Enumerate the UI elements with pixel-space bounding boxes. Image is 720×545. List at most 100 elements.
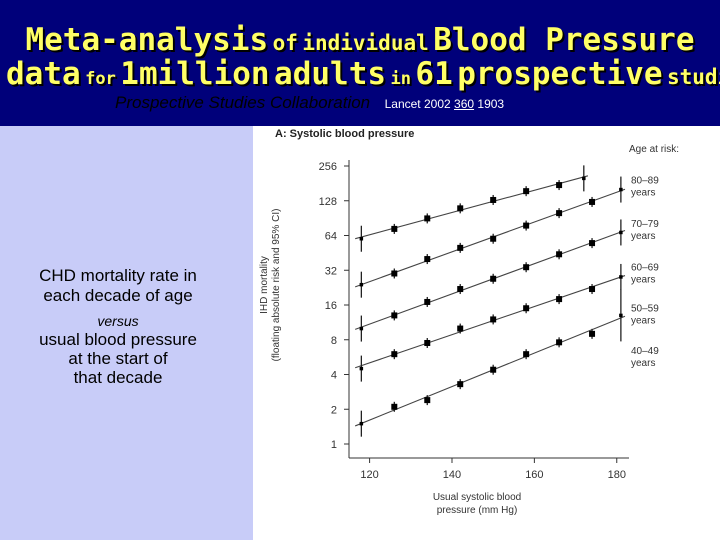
x-axis-label: pressure (mm Hg)	[437, 505, 518, 516]
title-word: studies	[666, 65, 720, 89]
title-word: Meta-analysis	[25, 22, 269, 58]
sidebar-description: CHD mortality rate in each decade of age…	[0, 266, 236, 387]
x-tick-label: 180	[608, 469, 626, 481]
data-point	[457, 325, 464, 332]
data-point	[391, 403, 398, 410]
data-point	[523, 222, 530, 229]
data-point	[359, 282, 364, 287]
title-word: 61	[415, 56, 453, 92]
title-word: data	[6, 56, 81, 92]
data-point	[619, 230, 623, 235]
data-point	[556, 339, 563, 346]
chart-title: A: Systolic blood pressure	[275, 128, 414, 140]
data-point	[424, 339, 431, 346]
title-line-1: Meta-analysis of individual Blood Pressu…	[0, 22, 720, 58]
data-point	[589, 330, 596, 337]
data-point	[391, 351, 398, 358]
series-fit-line	[355, 275, 626, 369]
sidebar-line: at the start of	[68, 349, 168, 368]
legend-label: 80–89	[631, 176, 659, 187]
y-tick-label: 4	[331, 370, 337, 382]
subtitle-row: Prospective Studies Collaboration Lancet…	[115, 93, 504, 113]
chart-area: A: Systolic blood pressure 1 2 4 8 16 32 64 128 2…	[253, 126, 720, 540]
data-point	[490, 366, 497, 373]
data-point	[619, 187, 623, 192]
data-point	[556, 210, 563, 217]
sidebar-line: usual blood pressure	[39, 330, 197, 349]
data-point	[556, 182, 563, 189]
data-point	[424, 298, 431, 305]
legend-unit: years	[631, 316, 655, 327]
data-point	[359, 236, 364, 241]
data-point	[391, 270, 398, 277]
data-point	[490, 316, 497, 323]
title-word: in	[390, 69, 411, 89]
data-point	[359, 421, 364, 426]
data-point	[589, 240, 596, 247]
y-tick-label: 32	[325, 265, 337, 277]
legend-unit: years	[631, 358, 655, 369]
title-word: adults	[274, 56, 387, 92]
data-point	[424, 215, 431, 222]
title-word: of	[272, 31, 298, 55]
data-point	[523, 264, 530, 271]
legend-label: 40–49	[631, 346, 659, 357]
data-point	[556, 251, 563, 258]
legend-unit: years	[631, 231, 655, 242]
sidebar-line: each decade of age	[43, 286, 193, 305]
citation-journal: Lancet 2002	[384, 97, 451, 111]
y-tick-label: 2	[331, 404, 337, 416]
data-point	[556, 296, 563, 303]
legend-unit: years	[631, 188, 655, 199]
chart-background	[257, 126, 720, 540]
data-point	[457, 286, 464, 293]
y-axis-label: (floating absolute risk and 95% CI)	[271, 209, 282, 362]
citation-page: 1903	[477, 97, 505, 111]
data-point	[359, 366, 364, 371]
legend-label: 70–79	[631, 219, 659, 230]
data-point	[523, 351, 530, 358]
title-word: Blood Pressure	[433, 22, 695, 58]
legend-label: 50–59	[631, 304, 659, 315]
series-fit-line	[354, 188, 626, 288]
title-word: 1million	[120, 56, 270, 92]
data-point	[359, 326, 364, 331]
x-axis-label: Usual systolic blood	[433, 492, 521, 503]
sidebar-line: CHD mortality rate in	[39, 266, 197, 285]
sidebar-line-versus: versus	[97, 313, 139, 329]
data-point	[490, 275, 497, 282]
sidebar-panel: CHD mortality rate in each decade of age…	[0, 126, 253, 540]
data-point	[457, 205, 464, 212]
sidebar-line: that decade	[73, 368, 163, 387]
legend-label: 60–69	[631, 262, 659, 273]
y-tick-label: 1	[331, 439, 337, 451]
data-point	[619, 275, 623, 279]
title-word: prospective	[457, 56, 663, 92]
y-tick-label: 8	[331, 335, 337, 347]
data-point	[582, 176, 586, 181]
y-tick-label: 64	[325, 231, 337, 243]
data-point	[457, 381, 464, 388]
y-tick-label: 128	[319, 196, 337, 208]
data-point	[589, 198, 596, 205]
data-point	[490, 235, 497, 242]
y-tick-label: 256	[319, 161, 337, 173]
series-fit-line	[354, 229, 626, 330]
data-point	[424, 256, 431, 263]
x-tick-label: 140	[443, 469, 461, 481]
data-point	[589, 286, 596, 293]
collaboration-name: Prospective Studies Collaboration	[115, 93, 371, 112]
data-point	[391, 312, 398, 319]
y-tick-label: 16	[325, 300, 337, 312]
citation: Lancet 2002 360 1903	[385, 97, 504, 111]
legend-unit: years	[631, 274, 655, 285]
title-line-2: data for 1million adults in 61 prospecti…	[6, 56, 720, 92]
title-word: for	[85, 69, 116, 89]
data-point	[523, 305, 530, 312]
y-axis-label: IHD mortality	[259, 256, 270, 314]
data-point	[424, 397, 431, 404]
data-point	[523, 188, 530, 195]
chart-svg: A: Systolic blood pressure 1 2 4 8 16 32 64 128 2…	[257, 126, 720, 540]
x-tick-label: 120	[360, 469, 378, 481]
citation-volume: 360	[454, 97, 475, 111]
